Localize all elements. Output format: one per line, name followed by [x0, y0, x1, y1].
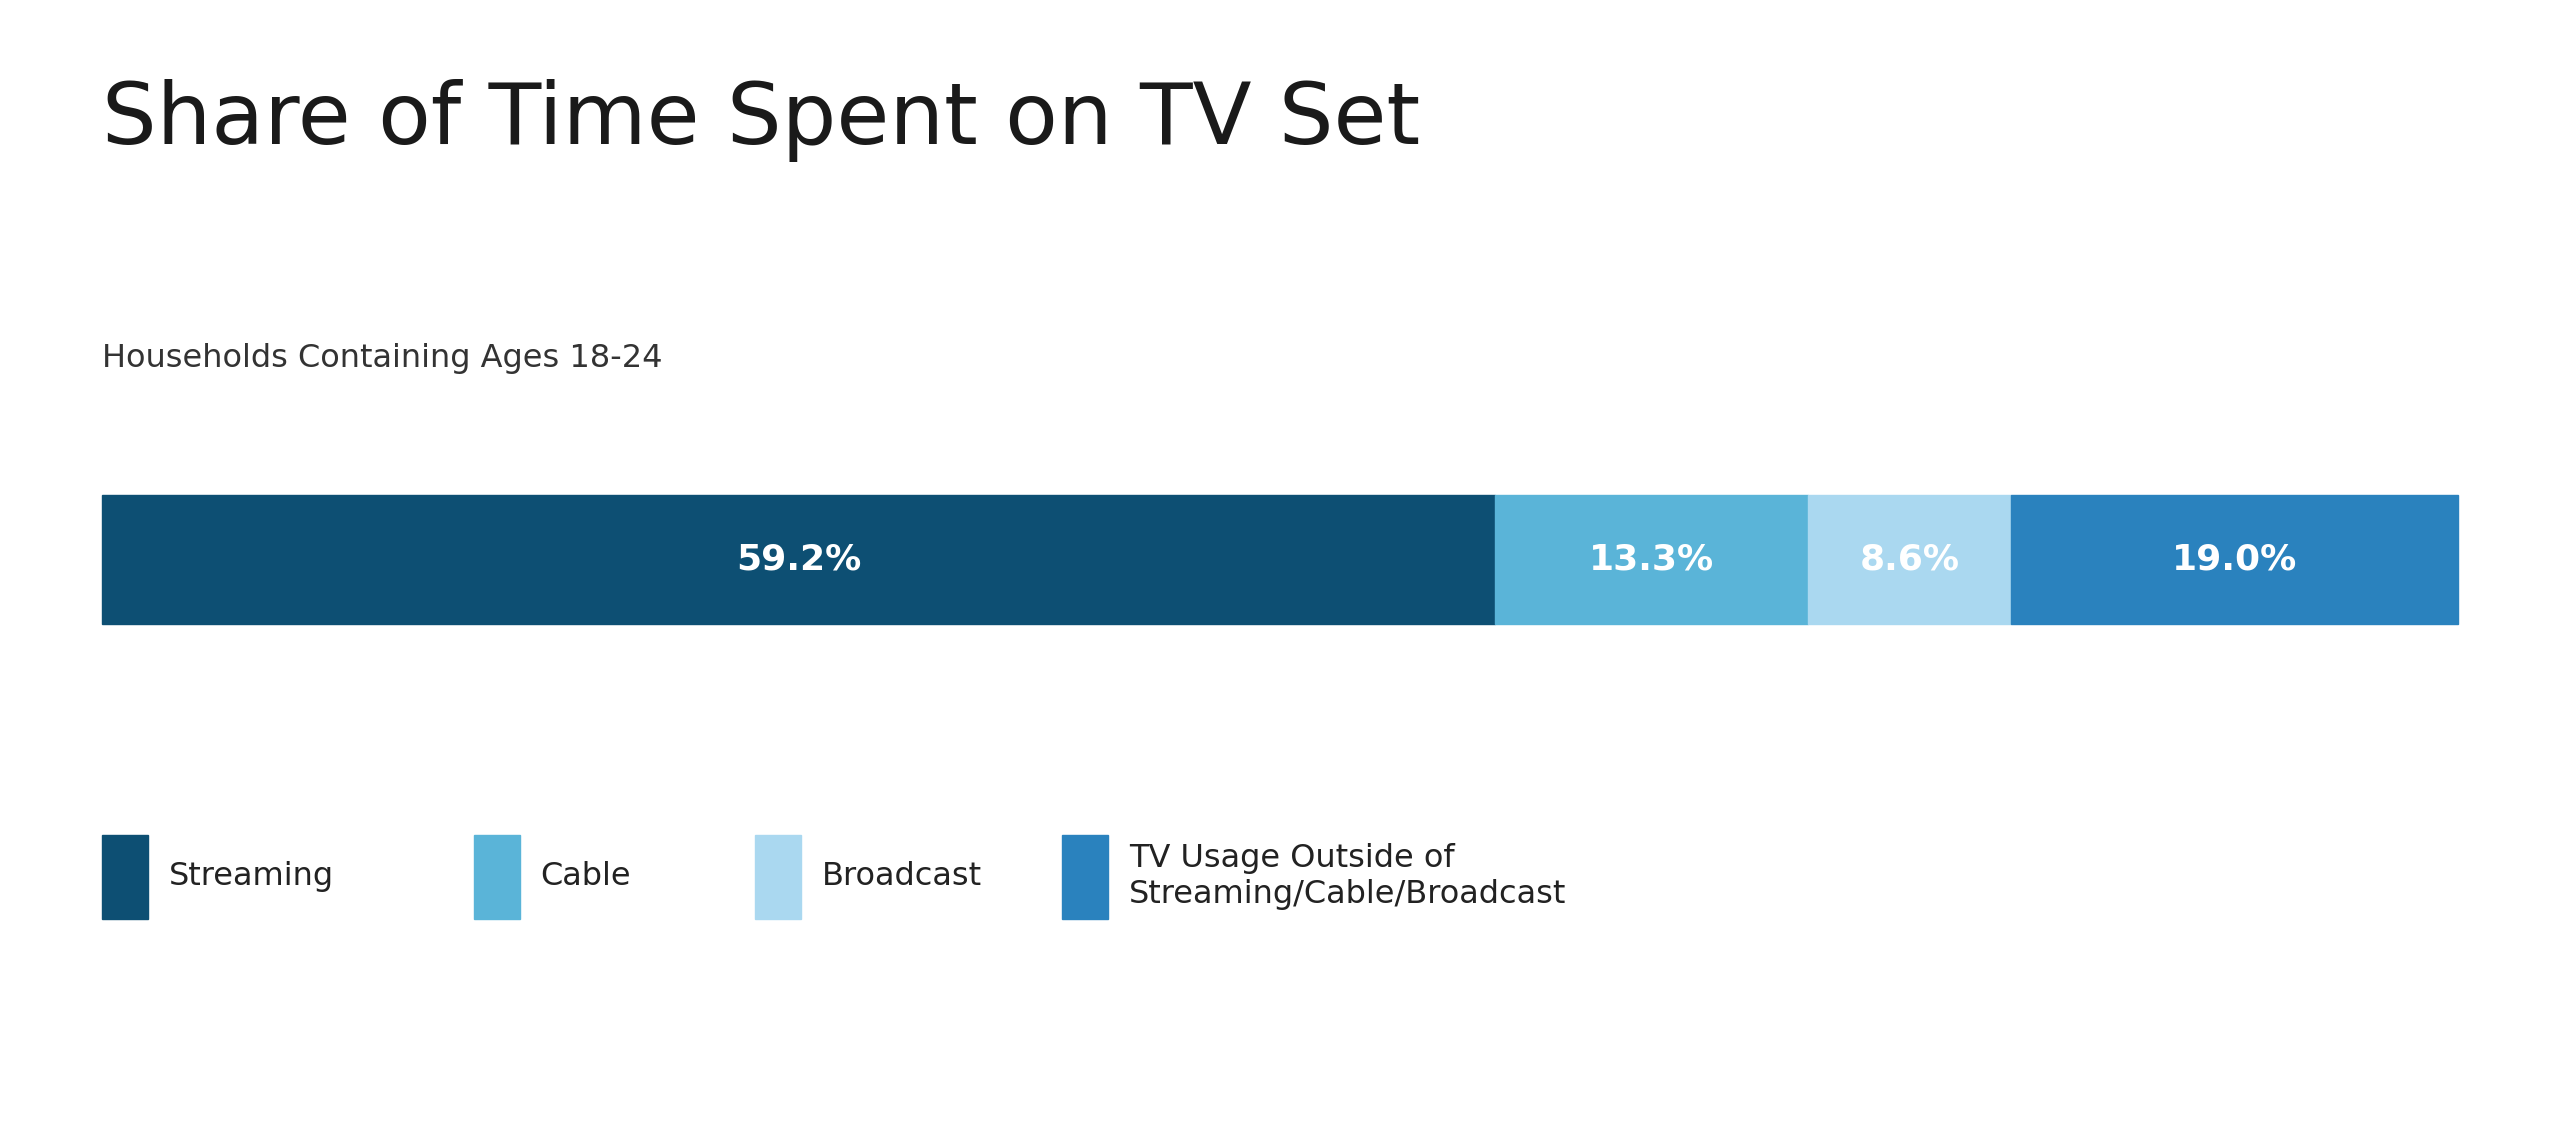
Bar: [2010, 495, 2458, 624]
Text: Share of Time Spent on TV Set: Share of Time Spent on TV Set: [102, 79, 1421, 162]
Bar: [102, 834, 148, 919]
Bar: [102, 495, 1495, 624]
Bar: [755, 834, 801, 919]
Text: Streaming: Streaming: [169, 861, 335, 892]
Bar: [1495, 495, 1807, 624]
Bar: [1062, 834, 1108, 919]
Bar: [1807, 495, 2010, 624]
Text: Households Containing Ages 18-24: Households Containing Ages 18-24: [102, 343, 663, 374]
Bar: [474, 834, 520, 919]
Text: Cable: Cable: [540, 861, 630, 892]
Text: 59.2%: 59.2%: [737, 542, 863, 577]
Text: 8.6%: 8.6%: [1859, 542, 1958, 577]
Text: Broadcast: Broadcast: [822, 861, 983, 892]
Text: 13.3%: 13.3%: [1590, 542, 1715, 577]
Text: 19.0%: 19.0%: [2171, 542, 2296, 577]
Text: TV Usage Outside of
Streaming/Cable/Broadcast: TV Usage Outside of Streaming/Cable/Broa…: [1129, 843, 1567, 910]
